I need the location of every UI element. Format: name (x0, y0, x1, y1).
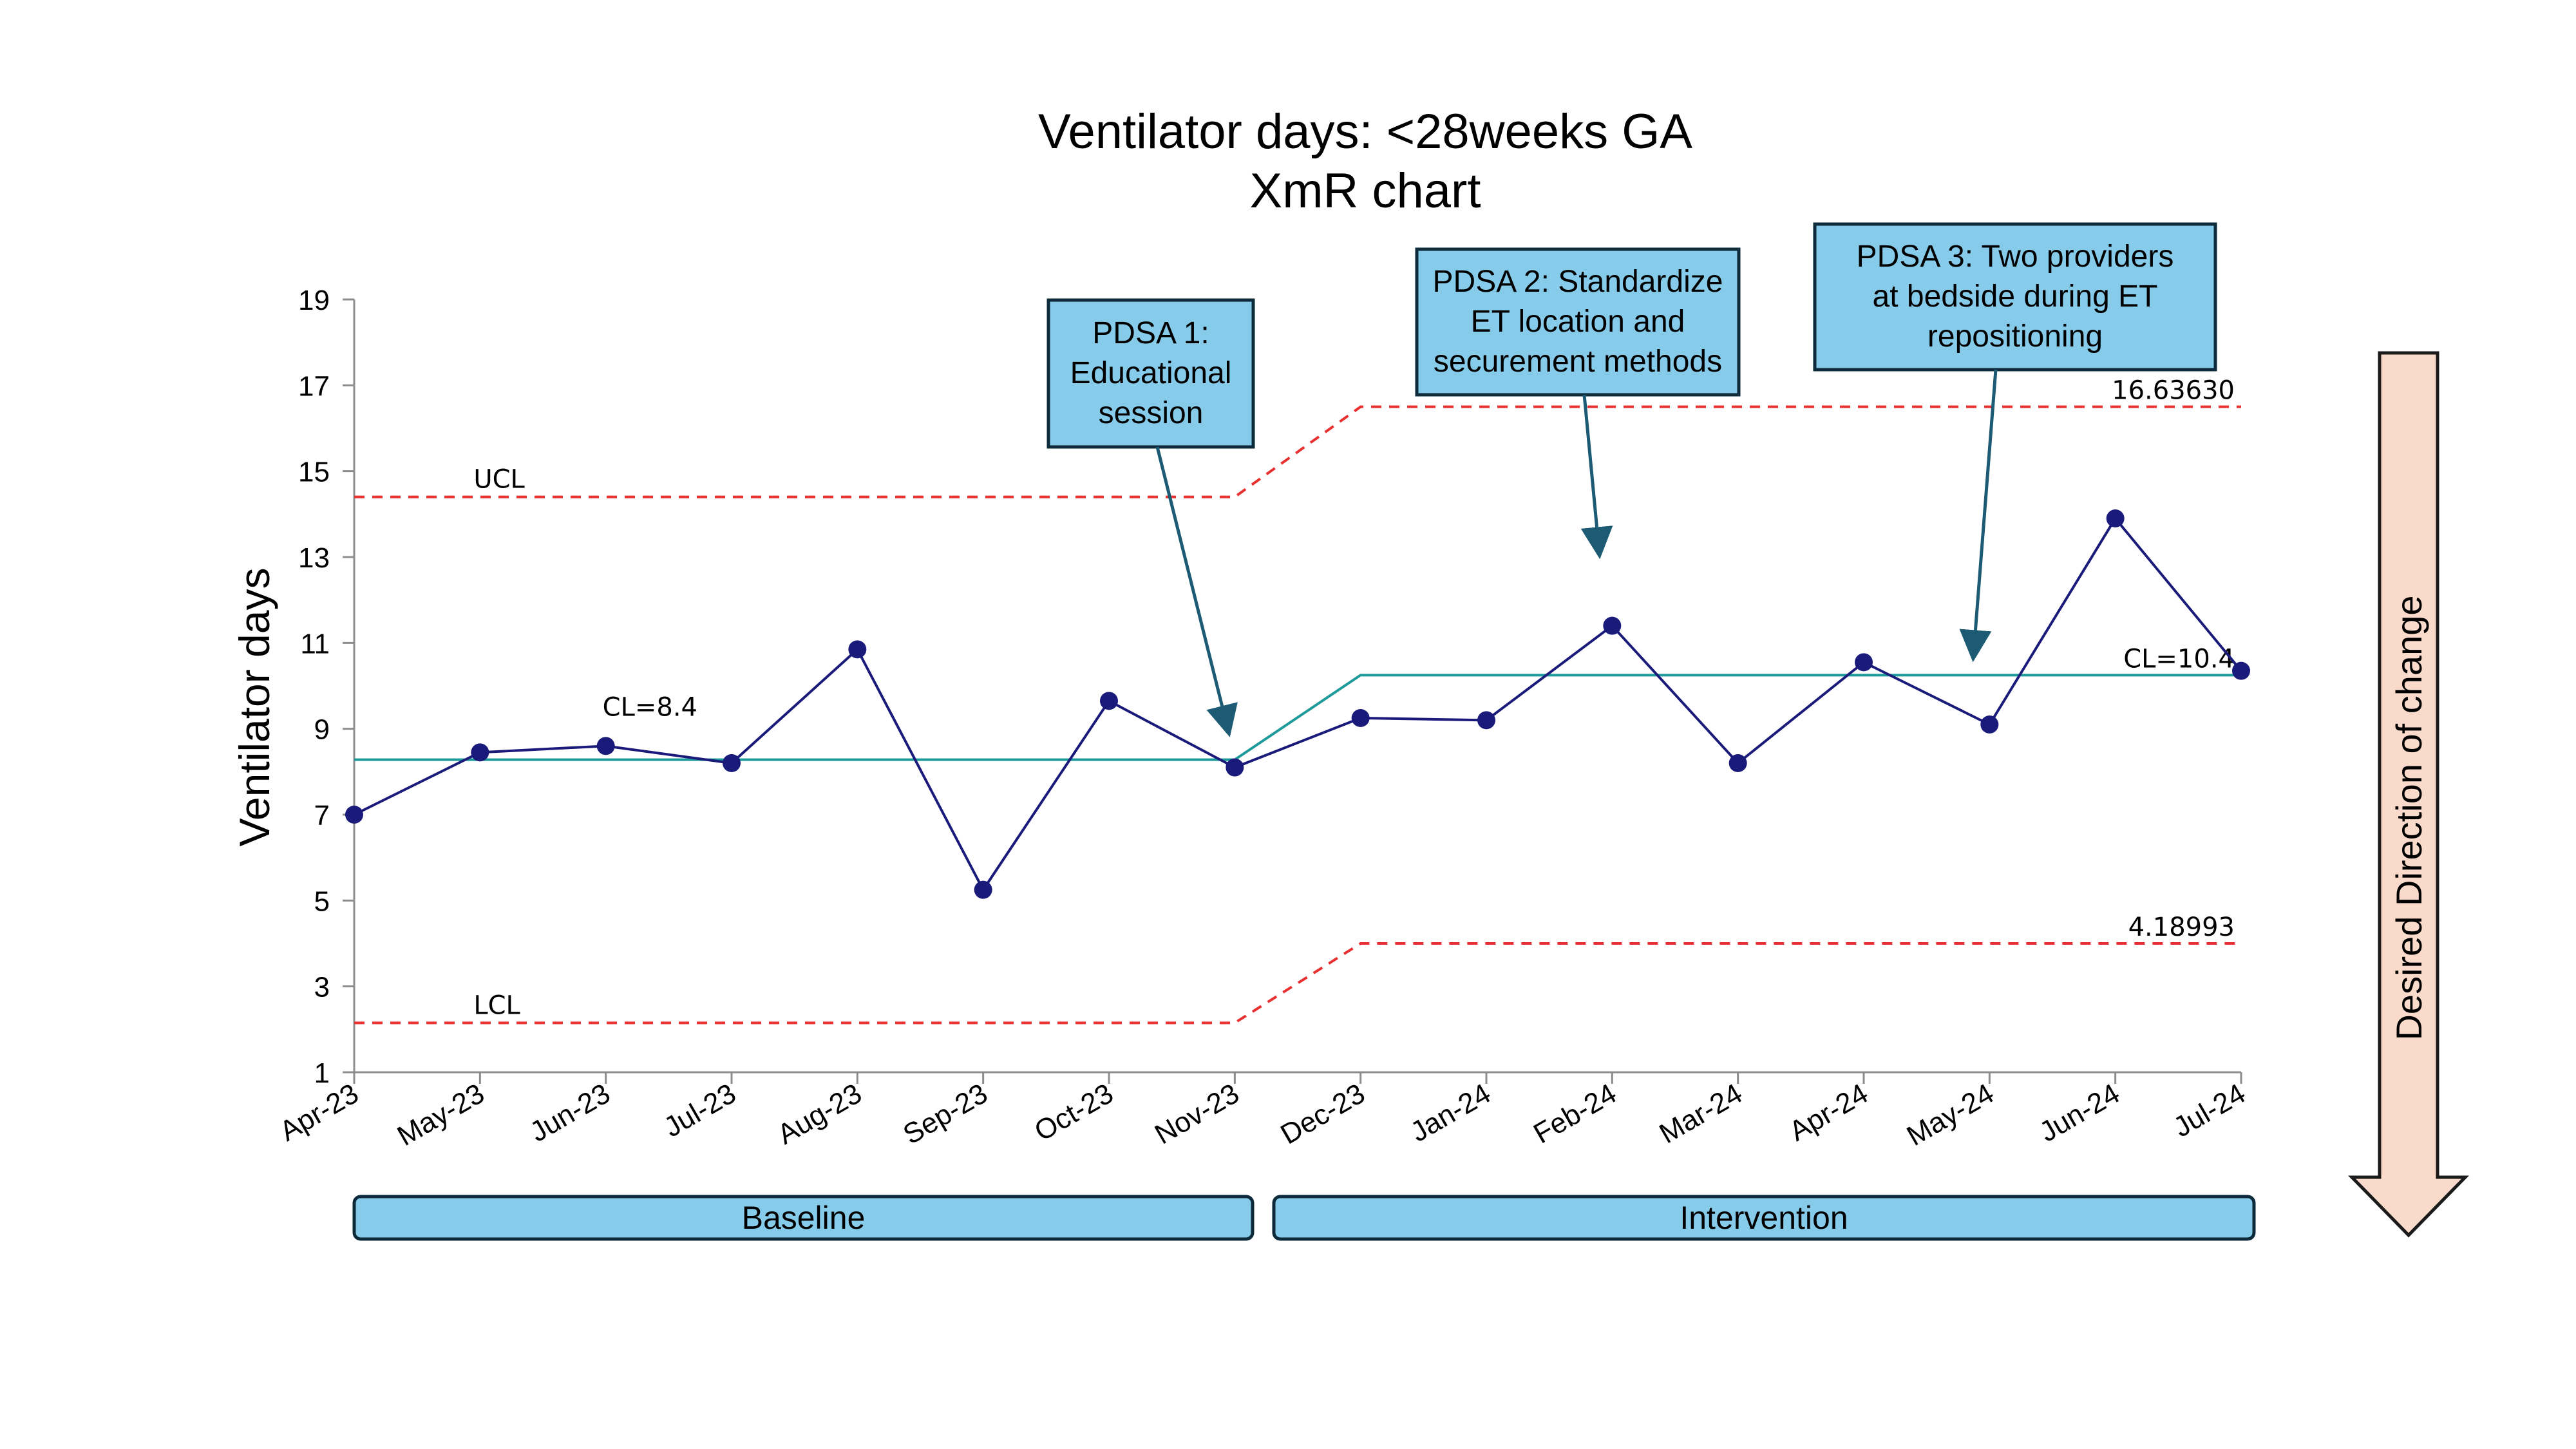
annotation-text: PDSA 3: Two providers (1857, 240, 2174, 274)
x-tick-label: Jul-24 (2168, 1077, 2251, 1143)
data-point (974, 880, 992, 899)
x-tick-label: Dec-23 (1275, 1077, 1370, 1150)
ucl-line (354, 405, 2241, 498)
data-point (848, 640, 867, 659)
line-labels: UCL LCL CL=8.4 CL=10.4 16.63630 4.18993 (473, 376, 2235, 1021)
chart-title-line-2: XmR chart (1250, 164, 1481, 218)
annotation-3: PDSA 3: Two providers at bedside during E… (1813, 222, 2217, 663)
pdsa-annotations: PDSA 1: Educational session PDSA 2: Standar… (1046, 222, 2217, 737)
x-tick-label: Jun-24 (2034, 1077, 2125, 1148)
x-tick-label: Mar-24 (1654, 1077, 1747, 1150)
series-line (354, 516, 2242, 893)
direction-arrow: Desired Direction of change (2348, 351, 2469, 1238)
y-tick-label: 9 (314, 714, 330, 746)
control-lines (354, 405, 2241, 1025)
data-point (1477, 711, 1495, 730)
annotation-text: PDSA 1: (1092, 316, 1209, 350)
x-tick-label: Nov-23 (1150, 1077, 1244, 1150)
down-arrow-icon (2348, 351, 2469, 1238)
x-tick-label: Jan-24 (1405, 1077, 1496, 1148)
data-point (1226, 758, 1244, 777)
x-tick-label: Feb-24 (1528, 1077, 1622, 1150)
phase-label: Intervention (1680, 1200, 1848, 1236)
data-point (596, 737, 615, 755)
y-tick-label: 3 (314, 972, 330, 1003)
cl-baseline-label: CL=8.4 (603, 693, 697, 723)
cl-intervention-label: CL=10.4 (2123, 644, 2235, 674)
center-line (354, 674, 2241, 761)
x-tick-label: May-23 (392, 1077, 490, 1152)
y-tick-label: 7 (314, 800, 330, 831)
data-point (1980, 715, 1999, 734)
chart-title-line-1: Ventilator days: <28weeks GA (1038, 104, 1692, 159)
annotation-text: repositioning (1927, 319, 2103, 354)
x-tick-label: Aug-23 (772, 1077, 867, 1150)
phase-label: Baseline (742, 1200, 866, 1236)
y-tick-label: 5 (314, 886, 330, 917)
data-point (2106, 509, 2125, 527)
annotation-box (1046, 298, 1255, 449)
y-tick-label: 13 (298, 542, 330, 574)
y-tick-label: 19 (298, 285, 330, 316)
lcl-value-label: 4.18993 (2128, 913, 2235, 942)
ucl-label: UCL (473, 465, 525, 495)
x-tick-label: May-24 (1902, 1077, 2000, 1152)
direction-label: Desired Direction of change (2389, 595, 2429, 1040)
y-tick-label: 15 (298, 457, 330, 488)
data-point (1603, 616, 1622, 635)
x-tick-label: Jun-23 (525, 1077, 616, 1148)
data-point (1100, 692, 1118, 710)
annotation-text: Educational (1070, 356, 1232, 390)
x-tick-label: Oct-23 (1029, 1077, 1119, 1147)
annotation-box (1813, 222, 2217, 372)
data-point (345, 806, 363, 824)
annotation-arrow (1959, 369, 1998, 663)
lcl-line (354, 942, 2241, 1025)
data-point (723, 754, 741, 772)
annotation-2: PDSA 2: Standardize ET location and secure… (1415, 247, 1741, 560)
data-point (471, 743, 489, 762)
x-tick-label: Sep-23 (898, 1077, 992, 1150)
annotation-text: at bedside during ET (1873, 279, 2158, 314)
phase-bars: Baseline Intervention (352, 1195, 2256, 1241)
x-tick-label: Apr-24 (1784, 1077, 1873, 1147)
annotation-text: securement methods (1434, 345, 1722, 379)
annotation-1: PDSA 1: Educational session (1046, 298, 1255, 737)
y-axis-label: Ventilator days (231, 568, 278, 847)
data-point (1351, 709, 1370, 727)
y-tick-label: 17 (298, 370, 330, 402)
annotation-arrow (1580, 394, 1613, 560)
data-point (1855, 653, 1873, 672)
annotation-text: PDSA 2: Standardize (1433, 265, 1723, 299)
y-tick-label: 11 (300, 628, 330, 659)
phase-bar-1 (352, 1195, 1255, 1241)
annotation-box (1415, 247, 1741, 397)
annotation-text: session (1099, 396, 1204, 430)
data-point (2232, 661, 2250, 680)
x-tick-label: Jul-23 (659, 1077, 741, 1143)
data-series (345, 509, 2250, 899)
data-point (1728, 754, 1747, 772)
annotation-text: ET location and (1471, 305, 1685, 339)
lcl-label: LCL (473, 990, 520, 1020)
annotation-arrow (1155, 446, 1238, 737)
y-tick-label: 1 (314, 1057, 330, 1089)
phase-bar-2 (1272, 1195, 2256, 1241)
ucl-value-label: 16.63630 (2112, 376, 2235, 406)
